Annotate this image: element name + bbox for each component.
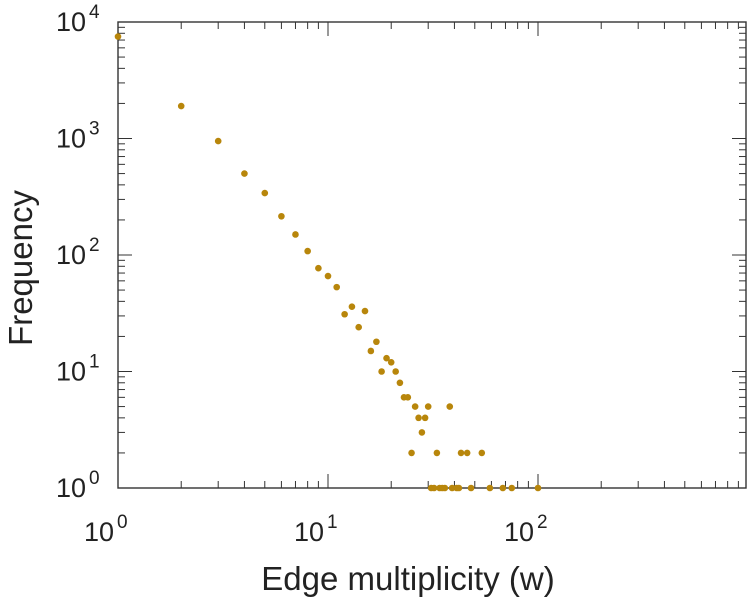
data-point	[304, 247, 311, 255]
data-point	[114, 33, 122, 40]
data-point	[408, 449, 415, 457]
y-tick-label: 10	[56, 473, 86, 503]
data-point	[341, 310, 348, 318]
data-point	[214, 137, 222, 145]
data-point	[355, 323, 362, 331]
data-point	[463, 449, 471, 457]
data-point	[392, 368, 399, 375]
data-point	[421, 414, 429, 422]
data-point	[441, 484, 449, 492]
data-point	[457, 449, 465, 457]
data-point	[467, 484, 475, 492]
x-tick-label: 10	[504, 517, 534, 547]
y-tick-exponent: 1	[89, 352, 100, 373]
data-point	[324, 272, 332, 280]
y-tick-exponent: 0	[89, 468, 100, 489]
x-tick-labels: 10 0 10 1 10 2	[84, 512, 548, 547]
data-point	[508, 484, 516, 492]
data-point	[177, 102, 185, 110]
data-point	[383, 354, 390, 362]
data-point	[424, 403, 432, 410]
data-point	[418, 429, 426, 436]
data-point	[415, 414, 422, 422]
data-point	[396, 379, 404, 387]
data-point	[373, 338, 380, 346]
y-tick-exponent: 4	[89, 2, 100, 23]
minor-ticks	[118, 22, 746, 488]
data-point	[292, 231, 299, 238]
y-tick-label: 10	[56, 240, 86, 270]
data-point	[348, 303, 356, 310]
data-point	[315, 264, 322, 272]
data-point	[478, 449, 486, 457]
data-point	[404, 394, 412, 401]
data-point	[261, 189, 269, 197]
x-axis-title: Edge multiplicity (w)	[261, 560, 554, 597]
data-point	[499, 484, 507, 492]
data-point	[534, 484, 542, 492]
data-point	[486, 484, 494, 492]
data-point	[433, 449, 441, 457]
data-point	[367, 347, 375, 355]
y-tick-exponent: 2	[89, 235, 100, 256]
data-point	[448, 484, 456, 492]
data-point	[278, 212, 285, 220]
x-tick-exponent: 1	[327, 512, 338, 533]
major-ticks	[117, 21, 746, 489]
data-point	[455, 484, 463, 492]
data-points	[114, 33, 542, 492]
y-axis-title: Frequency	[2, 190, 39, 346]
y-tick-label: 10	[56, 124, 86, 154]
y-tick-exponent: 3	[89, 119, 100, 140]
data-point	[378, 368, 385, 375]
data-point	[446, 403, 454, 410]
plot-frame	[117, 21, 747, 489]
data-point	[361, 307, 369, 315]
data-point	[387, 358, 395, 366]
x-tick-label: 10	[84, 517, 114, 547]
x-tick-exponent: 0	[117, 512, 128, 533]
y-tick-label: 10	[56, 7, 86, 37]
y-tick-label: 10	[56, 357, 86, 387]
data-point	[333, 283, 340, 291]
x-tick-label: 10	[294, 517, 324, 547]
data-point	[241, 170, 248, 177]
data-point	[411, 403, 419, 410]
x-tick-exponent: 2	[537, 512, 548, 533]
data-point	[430, 484, 438, 492]
